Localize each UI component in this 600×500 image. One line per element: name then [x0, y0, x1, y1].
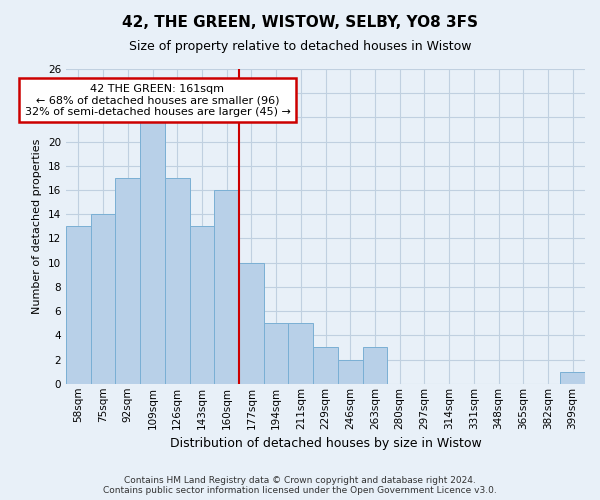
Bar: [313, 348, 338, 384]
Text: 42 THE GREEN: 161sqm
← 68% of detached houses are smaller (96)
32% of semi-detac: 42 THE GREEN: 161sqm ← 68% of detached h…: [25, 84, 290, 116]
Text: Contains HM Land Registry data © Crown copyright and database right 2024.
Contai: Contains HM Land Registry data © Crown c…: [103, 476, 497, 495]
Bar: [289, 323, 313, 384]
Bar: [91, 214, 115, 384]
Bar: [214, 190, 239, 384]
Bar: [264, 323, 289, 384]
Y-axis label: Number of detached properties: Number of detached properties: [32, 138, 43, 314]
Bar: [66, 226, 91, 384]
Bar: [362, 348, 387, 384]
Bar: [560, 372, 585, 384]
Bar: [190, 226, 214, 384]
Bar: [165, 178, 190, 384]
Bar: [239, 262, 264, 384]
Bar: [140, 118, 165, 384]
Text: 42, THE GREEN, WISTOW, SELBY, YO8 3FS: 42, THE GREEN, WISTOW, SELBY, YO8 3FS: [122, 15, 478, 30]
Bar: [338, 360, 362, 384]
X-axis label: Distribution of detached houses by size in Wistow: Distribution of detached houses by size …: [170, 437, 481, 450]
Text: Size of property relative to detached houses in Wistow: Size of property relative to detached ho…: [129, 40, 471, 53]
Bar: [115, 178, 140, 384]
